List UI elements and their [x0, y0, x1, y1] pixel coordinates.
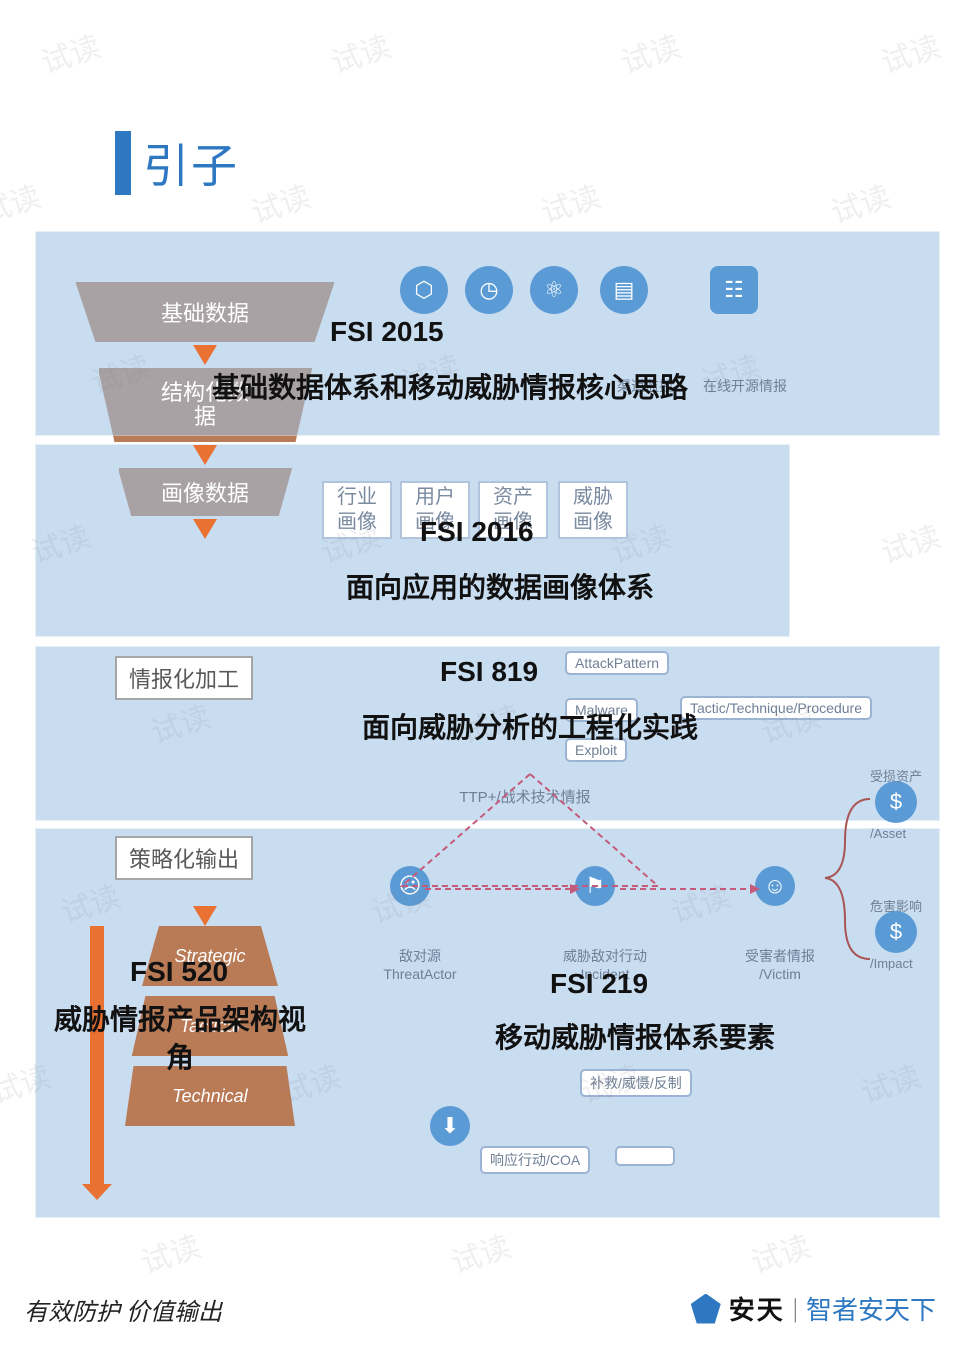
- atom-icon: ⚛: [530, 266, 578, 314]
- stage-box-3: 情报化加工: [115, 656, 253, 700]
- title-accent-bar: [115, 131, 131, 195]
- slide-page: 引子 ⬡ ◷ ⚛ ▤ ☷ 渠道监控 在线开源情报 基础数据 结构化数 据: [0, 60, 960, 1357]
- portrait-box-4: 威胁 画像: [558, 481, 628, 539]
- fsi520-header: FSI 520: [130, 956, 228, 988]
- fsi819-sub: 面向威胁分析的工程化实践: [320, 706, 740, 746]
- bracket: [815, 791, 875, 966]
- fsi219-header: FSI 219: [550, 968, 648, 1000]
- impact-icon: $: [875, 911, 917, 953]
- node1-l1: 敌对源: [375, 946, 465, 966]
- fsi219-sub: 移动威胁情报体系要素: [465, 1016, 805, 1056]
- fsi2015-sub: 基础数据体系和移动威胁情报核心思路: [170, 366, 730, 406]
- fsi2016-sub: 面向应用的数据画像体系: [320, 566, 680, 606]
- node1-l2: ThreatActor: [370, 966, 470, 982]
- pill-attackpattern: AttackPattern: [565, 651, 669, 675]
- chart-icon: ▤: [600, 266, 648, 314]
- arrow-down-icon: [193, 906, 217, 926]
- arrow-down-icon: [193, 445, 217, 465]
- impact-l2: /Impact: [870, 956, 950, 971]
- impact-l1: 危害影响: [870, 896, 950, 915]
- clock-icon: ◷: [465, 266, 513, 314]
- mitig-label: 补救/威慑/反制: [580, 1069, 692, 1097]
- portrait-box-1: 行业 画像: [322, 481, 392, 539]
- node2-l1: 威胁敌对行动: [545, 946, 665, 966]
- fsi819-header: FSI 819: [440, 656, 538, 688]
- asset-l1: 受损资产: [870, 766, 950, 785]
- arrow-down-icon: [193, 519, 217, 539]
- funnel-seg-3: 画像数据: [161, 476, 249, 508]
- circle-icon: ⬡: [400, 266, 448, 314]
- slide-title-row: 引子: [115, 130, 940, 196]
- footer-slogan: 有效防护 价值输出: [24, 1292, 222, 1327]
- data-icon: ☷: [710, 266, 758, 314]
- fsi2015-header: FSI 2015: [330, 316, 444, 348]
- coa-label: 响应行动/COA: [480, 1146, 590, 1174]
- coa-icon: ⬇: [430, 1106, 470, 1146]
- node3-l2: /Victim: [740, 966, 820, 982]
- footer: 有效防护 价值输出 安天 | 智者安天下: [24, 1290, 936, 1327]
- diagram-area: ⬡ ◷ ⚛ ▤ ☷ 渠道监控 在线开源情报 基础数据 结构化数 据 画像数据: [20, 226, 940, 1226]
- arrow-down-icon: [193, 345, 217, 365]
- slide-title: 引子: [143, 130, 239, 196]
- brand-logo-icon: [691, 1294, 721, 1324]
- asset-l2: /Asset: [870, 826, 950, 841]
- triangle-diagram: [390, 766, 670, 906]
- stage-box-4: 策略化输出: [115, 836, 253, 880]
- funnel-seg-1: 基础数据: [161, 296, 249, 328]
- pyr-seg-3: Technical: [172, 1086, 247, 1107]
- blank-pill: [615, 1146, 675, 1166]
- asset-icon: $: [875, 781, 917, 823]
- footer-brand: 安天 | 智者安天下: [691, 1290, 936, 1327]
- brand-tagline: 智者安天下: [806, 1290, 936, 1327]
- funnel: 基础数据 结构化数 据 画像数据: [65, 281, 345, 541]
- brand-name: 安天: [729, 1290, 785, 1327]
- fsi2016-header: FSI 2016: [420, 516, 534, 548]
- fsi520-sub: 威胁情报产品架构视 角: [30, 1001, 330, 1077]
